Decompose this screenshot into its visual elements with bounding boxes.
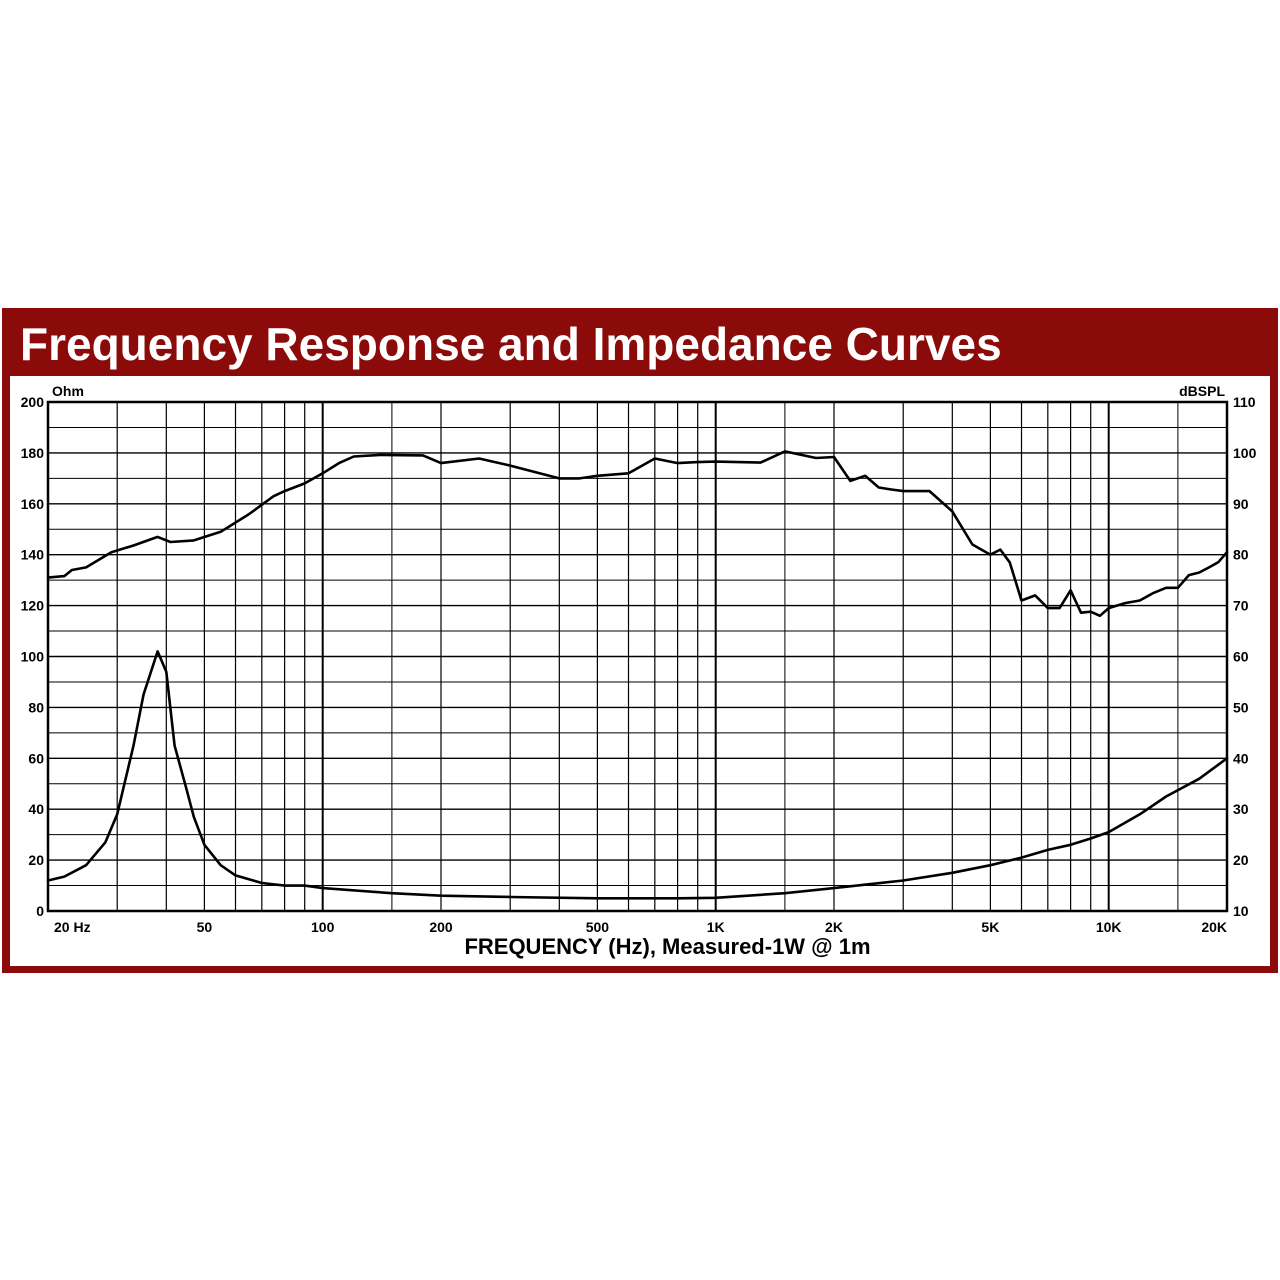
y-left-tick-label: 120 xyxy=(21,598,45,614)
y-left-tick-label: 100 xyxy=(21,649,45,665)
x-tick-label: 200 xyxy=(429,919,453,935)
spl-curve-line xyxy=(46,450,1229,618)
x-tick-label: 20K xyxy=(1201,919,1227,935)
x-tick-label: 20 Hz xyxy=(54,919,91,935)
series-layer xyxy=(46,450,1229,900)
x-tick-label: 1K xyxy=(707,919,725,935)
grid-lines xyxy=(46,400,1229,913)
y-left-tick-label: 160 xyxy=(21,496,45,512)
x-tick-label: 10K xyxy=(1096,919,1122,935)
x-axis-title: FREQUENCY (Hz), Measured-1W @ 1m xyxy=(464,934,870,959)
y-right-tick-label: 40 xyxy=(1233,750,1249,766)
x-tick-label: 50 xyxy=(197,919,213,935)
y-right-tick-label: 110 xyxy=(1233,394,1256,410)
chart-title: Frequency Response and Impedance Curves xyxy=(20,318,1002,370)
chart-frame: Frequency Response and Impedance Curves … xyxy=(2,308,1278,973)
y-right-tick-label: 100 xyxy=(1233,445,1257,461)
x-tick-label: 500 xyxy=(586,919,610,935)
x-tick-label: 5K xyxy=(981,919,999,935)
y-right-tick-label: 20 xyxy=(1233,852,1249,868)
y-left-tick-label: 180 xyxy=(21,445,45,461)
x-tick-label: 2K xyxy=(825,919,843,935)
y-left-tick-label: 200 xyxy=(21,394,45,410)
impedance-curve-line xyxy=(46,650,1229,900)
y-right-tick-label: 10 xyxy=(1233,903,1249,919)
x-tick-label: 100 xyxy=(311,919,335,935)
y-right-tick-label: 30 xyxy=(1233,801,1249,817)
y-left-tick-label: 40 xyxy=(28,801,44,817)
y-left-tick-label: 60 xyxy=(28,750,44,766)
y-left-tick-label: 80 xyxy=(28,699,44,715)
y-left-tick-label: 0 xyxy=(36,903,44,919)
y-left-tick-label: 20 xyxy=(28,852,44,868)
plot-border xyxy=(46,400,1229,913)
y-right-tick-label: 80 xyxy=(1233,547,1249,563)
y-right-tick-label: 50 xyxy=(1233,699,1249,715)
axis-labels: 0 20 40 60 80 100 120 140 160 180 200 10 20 30 40 50 60 7… xyxy=(21,383,1257,959)
y-right-tick-label: 60 xyxy=(1233,649,1249,665)
y-right-tick-label: 90 xyxy=(1233,496,1249,512)
y-left-unit-label: Ohm xyxy=(52,383,84,399)
response-chart: 0 20 40 60 80 100 120 140 160 180 200 10 20 30 40 50 60 7… xyxy=(21,383,1257,959)
plot-panel: 0 20 40 60 80 100 120 140 160 180 200 10 20 30 40 50 60 7… xyxy=(10,376,1270,966)
y-right-unit-label: dBSPL xyxy=(1179,383,1225,399)
y-right-tick-label: 70 xyxy=(1233,598,1249,614)
y-left-tick-label: 140 xyxy=(21,547,45,563)
